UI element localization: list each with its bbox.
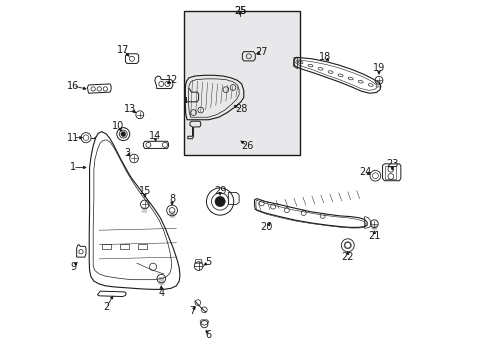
Text: 21: 21 — [367, 231, 380, 240]
Circle shape — [215, 196, 225, 207]
Text: 5: 5 — [205, 257, 211, 267]
Text: 22: 22 — [341, 252, 353, 262]
Bar — [120, 244, 128, 249]
Text: 25: 25 — [233, 6, 246, 16]
Text: 14: 14 — [149, 131, 162, 141]
Text: 16: 16 — [67, 81, 79, 91]
Text: 18: 18 — [318, 52, 331, 62]
Text: 2: 2 — [103, 302, 109, 312]
Text: 3: 3 — [123, 148, 130, 158]
Text: 25: 25 — [233, 6, 246, 16]
Text: 6: 6 — [205, 330, 211, 340]
Text: 28: 28 — [235, 104, 247, 114]
Text: 24: 24 — [359, 167, 371, 177]
Text: 12: 12 — [165, 75, 178, 85]
Bar — [384, 166, 395, 179]
Text: 7: 7 — [189, 306, 195, 316]
Text: 19: 19 — [372, 63, 385, 73]
Text: 1: 1 — [70, 162, 76, 172]
Text: 8: 8 — [169, 194, 175, 204]
Bar — [102, 244, 110, 249]
Text: 26: 26 — [241, 141, 253, 151]
Text: 11: 11 — [67, 133, 79, 143]
Text: 23: 23 — [385, 159, 398, 169]
Text: 27: 27 — [255, 46, 267, 57]
Text: 4: 4 — [158, 288, 164, 298]
Text: 29: 29 — [213, 186, 226, 197]
Text: 10: 10 — [112, 121, 124, 131]
Bar — [183, 12, 300, 155]
Text: 13: 13 — [124, 104, 136, 114]
Text: 17: 17 — [117, 45, 129, 55]
Text: 15: 15 — [138, 186, 151, 197]
Text: 20: 20 — [260, 222, 272, 232]
Bar — [138, 244, 146, 249]
Text: 9: 9 — [70, 262, 76, 272]
Circle shape — [121, 132, 125, 136]
